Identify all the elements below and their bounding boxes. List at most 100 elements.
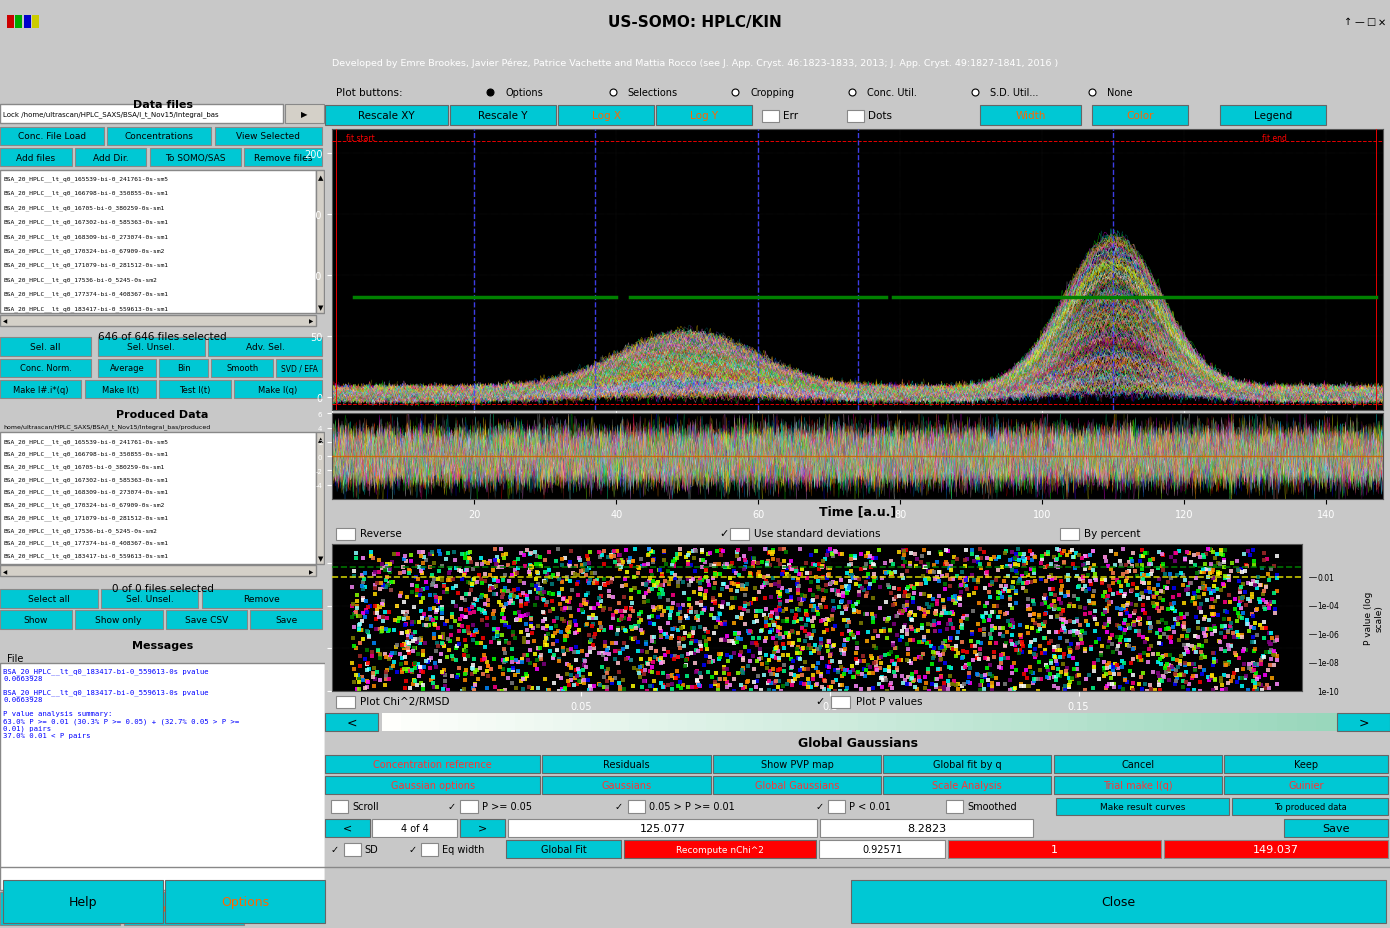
Point: [549, 597, 571, 612]
Point: [827, 665, 849, 680]
Point: [759, 664, 781, 678]
Point: [755, 574, 777, 588]
Point: [728, 625, 751, 640]
Point: [1194, 558, 1216, 573]
Point: [1261, 631, 1283, 646]
Point: [366, 599, 388, 613]
Text: ✓: ✓: [331, 844, 339, 854]
Point: [766, 636, 788, 651]
Point: [463, 625, 485, 639]
Point: [1099, 660, 1122, 675]
Point: [634, 674, 656, 689]
Point: [837, 632, 859, 647]
Point: [937, 677, 959, 692]
Point: [1095, 593, 1118, 608]
Point: [1229, 582, 1251, 597]
Point: [439, 634, 461, 649]
Point: [1209, 635, 1232, 650]
Point: [997, 606, 1019, 621]
Point: [965, 639, 987, 654]
Point: [1188, 661, 1211, 676]
Point: [537, 682, 559, 697]
Point: [1102, 677, 1125, 691]
Point: [717, 561, 739, 575]
Point: [937, 622, 959, 637]
Point: [878, 677, 901, 692]
Point: [862, 665, 884, 680]
Point: [1152, 650, 1175, 664]
Point: [406, 573, 428, 587]
Point: [367, 642, 389, 657]
Point: [356, 680, 378, 695]
Point: [1102, 663, 1125, 677]
Point: [534, 635, 556, 650]
Point: [956, 609, 979, 624]
Text: Options: Options: [163, 904, 206, 913]
Point: [688, 678, 710, 693]
Point: [756, 655, 778, 670]
Point: [1245, 682, 1268, 697]
Point: [564, 625, 587, 640]
Point: [506, 566, 528, 581]
Point: [1054, 621, 1076, 636]
Point: [1194, 650, 1216, 664]
Point: [767, 552, 790, 567]
Point: [534, 553, 556, 568]
Point: [899, 556, 922, 571]
Point: [1030, 557, 1052, 572]
Point: [689, 582, 712, 597]
Point: [450, 548, 473, 562]
Point: [1080, 642, 1102, 657]
Point: [395, 651, 417, 665]
Point: [976, 569, 998, 584]
Point: [1266, 584, 1289, 599]
Point: [731, 607, 753, 622]
Point: [733, 601, 755, 616]
Point: [677, 611, 699, 625]
Point: [359, 599, 381, 614]
Point: [459, 552, 481, 567]
Point: [1230, 601, 1252, 616]
Point: [905, 624, 927, 638]
Point: [809, 571, 831, 586]
Point: [648, 586, 670, 601]
Point: [520, 619, 542, 634]
Point: [1069, 632, 1091, 647]
Point: [984, 636, 1006, 651]
Point: [699, 558, 721, 573]
Point: [885, 661, 908, 676]
Point: [639, 544, 662, 559]
Point: [820, 548, 842, 562]
Point: [1106, 657, 1129, 672]
Point: [959, 676, 981, 690]
Point: [556, 674, 578, 689]
Point: [505, 681, 527, 696]
Point: [737, 624, 759, 638]
Point: [845, 576, 867, 591]
Point: [571, 602, 594, 617]
Point: [1040, 653, 1062, 668]
Point: [510, 598, 532, 612]
Point: [862, 557, 884, 572]
Point: [1074, 578, 1097, 593]
Point: [765, 602, 787, 617]
Point: [1188, 684, 1211, 699]
Point: [1163, 581, 1186, 596]
Point: [425, 605, 448, 620]
Point: [990, 627, 1012, 642]
Text: Color: Color: [1126, 111, 1154, 121]
Point: [493, 581, 516, 596]
FancyBboxPatch shape: [0, 893, 121, 924]
Point: [940, 572, 962, 586]
Point: [1023, 597, 1045, 612]
Point: [463, 633, 485, 648]
Point: [801, 628, 823, 643]
Point: [557, 625, 580, 640]
Point: [687, 596, 709, 611]
Point: [951, 679, 973, 694]
Point: [701, 602, 723, 617]
Point: [445, 639, 467, 654]
Point: [671, 631, 694, 646]
Point: [1154, 580, 1176, 595]
Text: —: —: [1354, 18, 1365, 27]
